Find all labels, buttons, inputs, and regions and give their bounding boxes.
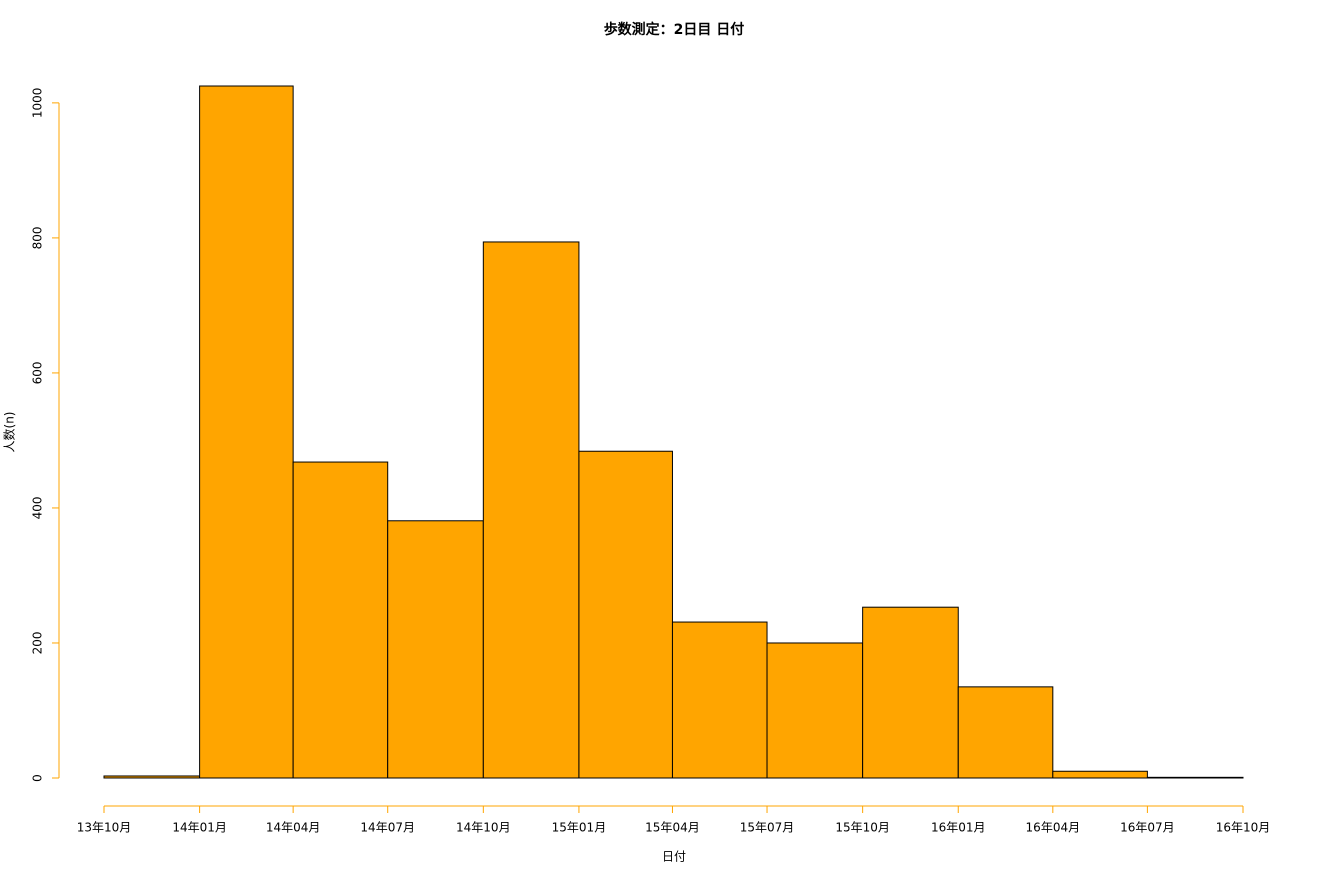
bar: [671, 621, 768, 779]
x-tick-label: 15年10月: [835, 821, 890, 835]
bar: [1052, 770, 1148, 779]
bar: [387, 520, 484, 779]
x-tick-label: 16年07月: [1120, 821, 1175, 835]
x-tick-label: 16年04月: [1026, 821, 1081, 835]
bar: [1146, 776, 1244, 779]
bar: [766, 642, 864, 779]
x-tick-label: 16年10月: [1216, 821, 1271, 835]
bar: [957, 686, 1054, 779]
bar: [482, 241, 580, 779]
x-axis-label: 日付: [662, 850, 686, 864]
y-tick-label: 0: [31, 774, 45, 782]
x-tick-label: 14年07月: [360, 821, 415, 835]
y-tick-label: 200: [31, 632, 45, 655]
x-tick-label: 15年01月: [552, 821, 607, 835]
x-tick-label: 14年01月: [172, 821, 227, 835]
bar: [199, 85, 294, 779]
x-tick-label: 15年07月: [740, 821, 795, 835]
bar: [292, 461, 389, 779]
chart-title: 歩数測定：2日目 日付: [604, 21, 745, 38]
y-tick-label: 600: [31, 361, 45, 384]
x-tick-label: 14年04月: [266, 821, 321, 835]
y-tick-label: 400: [31, 496, 45, 519]
y-tick-label: 800: [31, 226, 45, 249]
bar: [862, 606, 959, 779]
y-axis-label: 人数(n): [2, 412, 17, 453]
bar: [578, 450, 673, 779]
x-tick-label: 14年10月: [456, 821, 511, 835]
x-tick-label: 16年01月: [931, 821, 986, 835]
x-tick-label: 15年04月: [645, 821, 700, 835]
y-tick-label: 1000: [31, 88, 45, 119]
x-tick-label: 13年10月: [77, 821, 132, 835]
bar: [103, 775, 201, 779]
